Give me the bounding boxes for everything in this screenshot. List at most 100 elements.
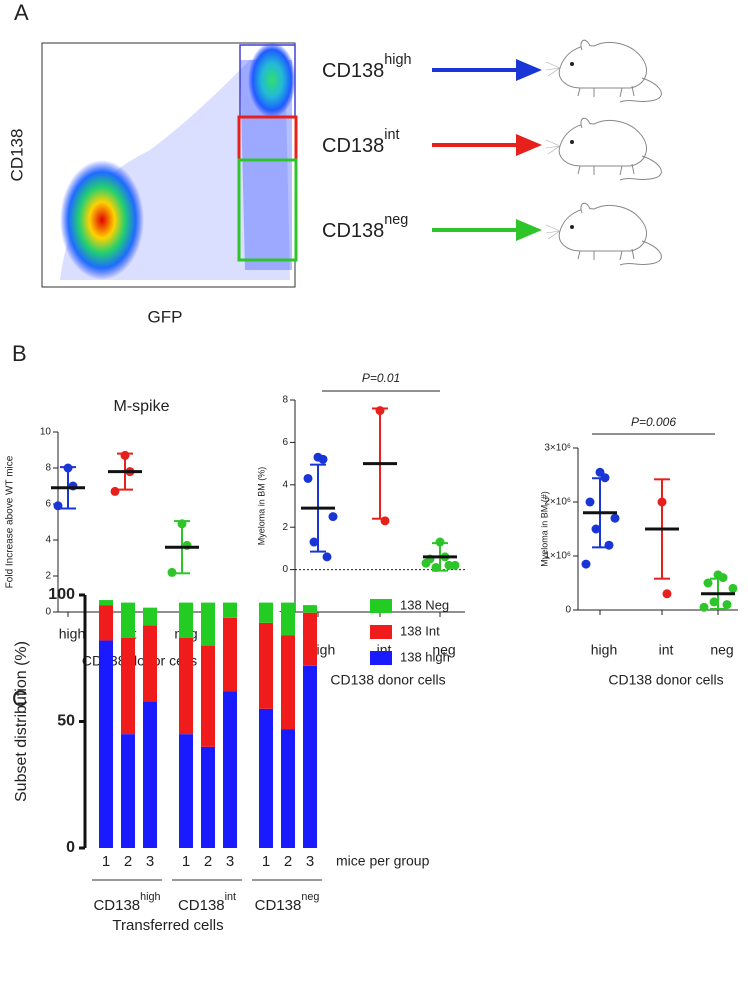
x-axis-title: mice per group	[336, 853, 430, 869]
x-tick-label: 2	[124, 853, 132, 870]
y-tick-label: 0	[565, 605, 571, 616]
bar-segment	[303, 612, 317, 666]
x-tick-label: 3	[146, 853, 154, 870]
data-point	[610, 513, 620, 523]
data-point	[585, 497, 595, 507]
legend-swatch	[370, 599, 392, 613]
annotation: P=0.006	[631, 415, 676, 429]
label-superscript: neg	[384, 212, 408, 228]
bar-segment	[179, 638, 193, 735]
y-tick-label: 1×10⁶	[544, 551, 571, 562]
y-tick-label: 100	[48, 586, 75, 603]
data-point	[120, 450, 130, 460]
arrow-head	[516, 134, 542, 156]
y-axis-title: Myeloma in BM (%)	[256, 467, 266, 546]
legend-label: 138 Int	[400, 623, 440, 638]
bar-segment	[281, 729, 295, 848]
y-axis-title: Fold Increase above WT mice	[5, 455, 16, 588]
y-tick-label: 6	[282, 437, 288, 448]
label-main: CD138	[178, 897, 225, 914]
label: CD138int	[178, 891, 236, 914]
data-point	[699, 602, 709, 612]
label: CD138neg	[322, 212, 408, 242]
data-point	[435, 537, 445, 547]
bar-segment	[259, 622, 273, 709]
annotation: P=0.01	[362, 371, 400, 385]
data-point	[728, 583, 738, 593]
flow-plot	[41, 42, 298, 288]
y-tick-label: 3×10⁶	[544, 443, 571, 454]
data-point	[709, 597, 719, 607]
data-point	[63, 463, 73, 473]
bar-segment	[99, 640, 113, 848]
x-tick-label: neg	[432, 642, 455, 658]
data-point	[322, 552, 332, 562]
data-point	[318, 454, 328, 464]
data-point	[591, 524, 601, 534]
data-point	[421, 558, 431, 568]
panel-label: A	[14, 0, 29, 25]
data-point	[604, 540, 614, 550]
y-tick-label: 4	[282, 479, 288, 490]
y-tick-label: 2×10⁶	[544, 497, 571, 508]
x-tick-label: 1	[262, 853, 270, 870]
data-point	[703, 578, 713, 588]
bar-segment	[143, 607, 157, 626]
x-tick-label: 1	[102, 853, 110, 870]
label-superscript: neg	[301, 891, 319, 903]
label-main: CD138	[93, 897, 140, 914]
x-tick-label: 2	[284, 853, 292, 870]
x-tick-label: 2	[204, 853, 212, 870]
data-point	[431, 562, 441, 572]
y-tick-label: 4	[45, 535, 51, 546]
y-axis-title: Myeloma in BM (#)	[539, 491, 549, 567]
bar-segment	[201, 746, 215, 848]
x-tick-label: 1	[182, 853, 190, 870]
bar-segment	[143, 701, 157, 848]
x-tick-label: high	[59, 626, 85, 642]
legend-label: 138 high	[400, 649, 450, 664]
bar-segment	[223, 691, 237, 848]
y-tick-label: 0	[282, 564, 288, 575]
data-point	[328, 512, 338, 522]
y-tick-label: 0	[45, 607, 51, 618]
y-tick-label: 2	[282, 522, 288, 533]
bar-segment	[179, 602, 193, 639]
panel-label: C	[12, 686, 28, 711]
bar-segment	[121, 734, 135, 848]
y-axis-title: Subset distribution (%)	[13, 641, 30, 802]
x-tick-label: 3	[226, 853, 234, 870]
arrow-head	[516, 59, 542, 81]
label: CD138neg	[255, 891, 320, 914]
bar-segment	[99, 600, 113, 606]
label: CD138high	[93, 891, 160, 914]
mouse-icon	[545, 202, 662, 266]
data-point	[600, 473, 610, 483]
bar-segment	[281, 602, 295, 636]
x-tick-label: neg	[710, 642, 733, 658]
data-point	[662, 589, 672, 599]
bar-segment	[201, 602, 215, 646]
data-point	[444, 560, 454, 570]
data-point	[375, 406, 385, 416]
bar-segment	[121, 602, 135, 639]
data-point	[110, 486, 120, 496]
bar-segment	[259, 708, 273, 848]
label: CD138int	[322, 127, 399, 157]
label-main: CD138	[322, 60, 384, 82]
mouse-icon	[545, 117, 662, 181]
arrow-head	[516, 219, 542, 241]
y-tick-label: 10	[40, 427, 52, 438]
bar-segment	[143, 625, 157, 702]
label-main: CD138	[322, 220, 384, 242]
label-main: CD138	[322, 135, 384, 157]
data-point	[167, 567, 177, 577]
legend-swatch	[370, 651, 392, 665]
x-axis-title: CD138 donor cells	[330, 672, 445, 688]
bar-segment	[223, 617, 237, 692]
data-point	[177, 519, 187, 529]
data-point	[53, 501, 63, 511]
axis-title: GFP	[148, 307, 183, 326]
data-point	[303, 473, 313, 483]
